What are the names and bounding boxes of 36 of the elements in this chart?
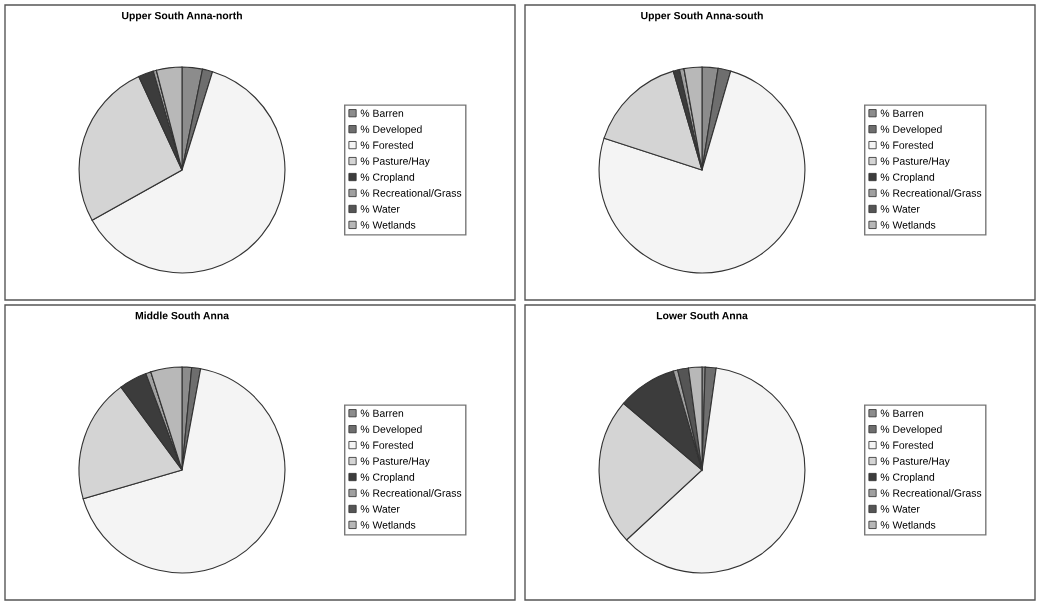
legend-label: % Barren <box>360 409 404 417</box>
legend-label: % Cropland <box>880 473 935 483</box>
legend-label: % Forested <box>360 141 413 149</box>
legend-label: % Water <box>360 505 400 513</box>
chart-title: Upper South Anna-north <box>122 11 242 22</box>
legend-label: % Pasture/Hay <box>360 157 430 167</box>
legend-label: % Developed <box>360 425 422 435</box>
legend-label: % Barren <box>880 409 924 417</box>
chart-title: Lower South Anna <box>656 311 748 320</box>
legend-label: % Developed <box>880 425 942 435</box>
chart-title: Middle South Anna <box>135 311 230 320</box>
legend-label: % Recreational/Grass <box>880 489 982 497</box>
legend-label: % Water <box>360 205 400 213</box>
legend-label: % Pasture/Hay <box>880 157 950 167</box>
legend-label: % Recreational/Grass <box>880 189 982 197</box>
legend-label: % Water <box>880 505 920 513</box>
legend-label: % Forested <box>360 441 413 449</box>
legend-label: % Pasture/Hay <box>880 457 950 467</box>
legend-label: % Forested <box>880 441 933 449</box>
legend-label: % Recreational/Grass <box>360 489 462 497</box>
legend-label: % Developed <box>360 125 422 135</box>
legend-label: % Water <box>880 205 920 213</box>
legend-label: % Cropland <box>360 473 415 483</box>
chart-title: Upper South Anna-south <box>641 11 763 22</box>
legend-label: % Cropland <box>360 173 415 183</box>
legend-label: % Wetlands <box>880 521 936 529</box>
legend-label: % Barren <box>880 109 924 117</box>
legend-label: % Developed <box>880 125 942 135</box>
legend-label: % Wetlands <box>360 521 416 529</box>
legend-label: % Forested <box>880 141 933 149</box>
legend-label: % Cropland <box>880 173 935 183</box>
legend-label: % Wetlands <box>880 221 936 229</box>
legend-label: % Recreational/Grass <box>360 189 462 197</box>
legend-label: % Barren <box>360 109 404 117</box>
legend-label: % Wetlands <box>360 221 416 229</box>
legend-label: % Pasture/Hay <box>360 457 430 467</box>
